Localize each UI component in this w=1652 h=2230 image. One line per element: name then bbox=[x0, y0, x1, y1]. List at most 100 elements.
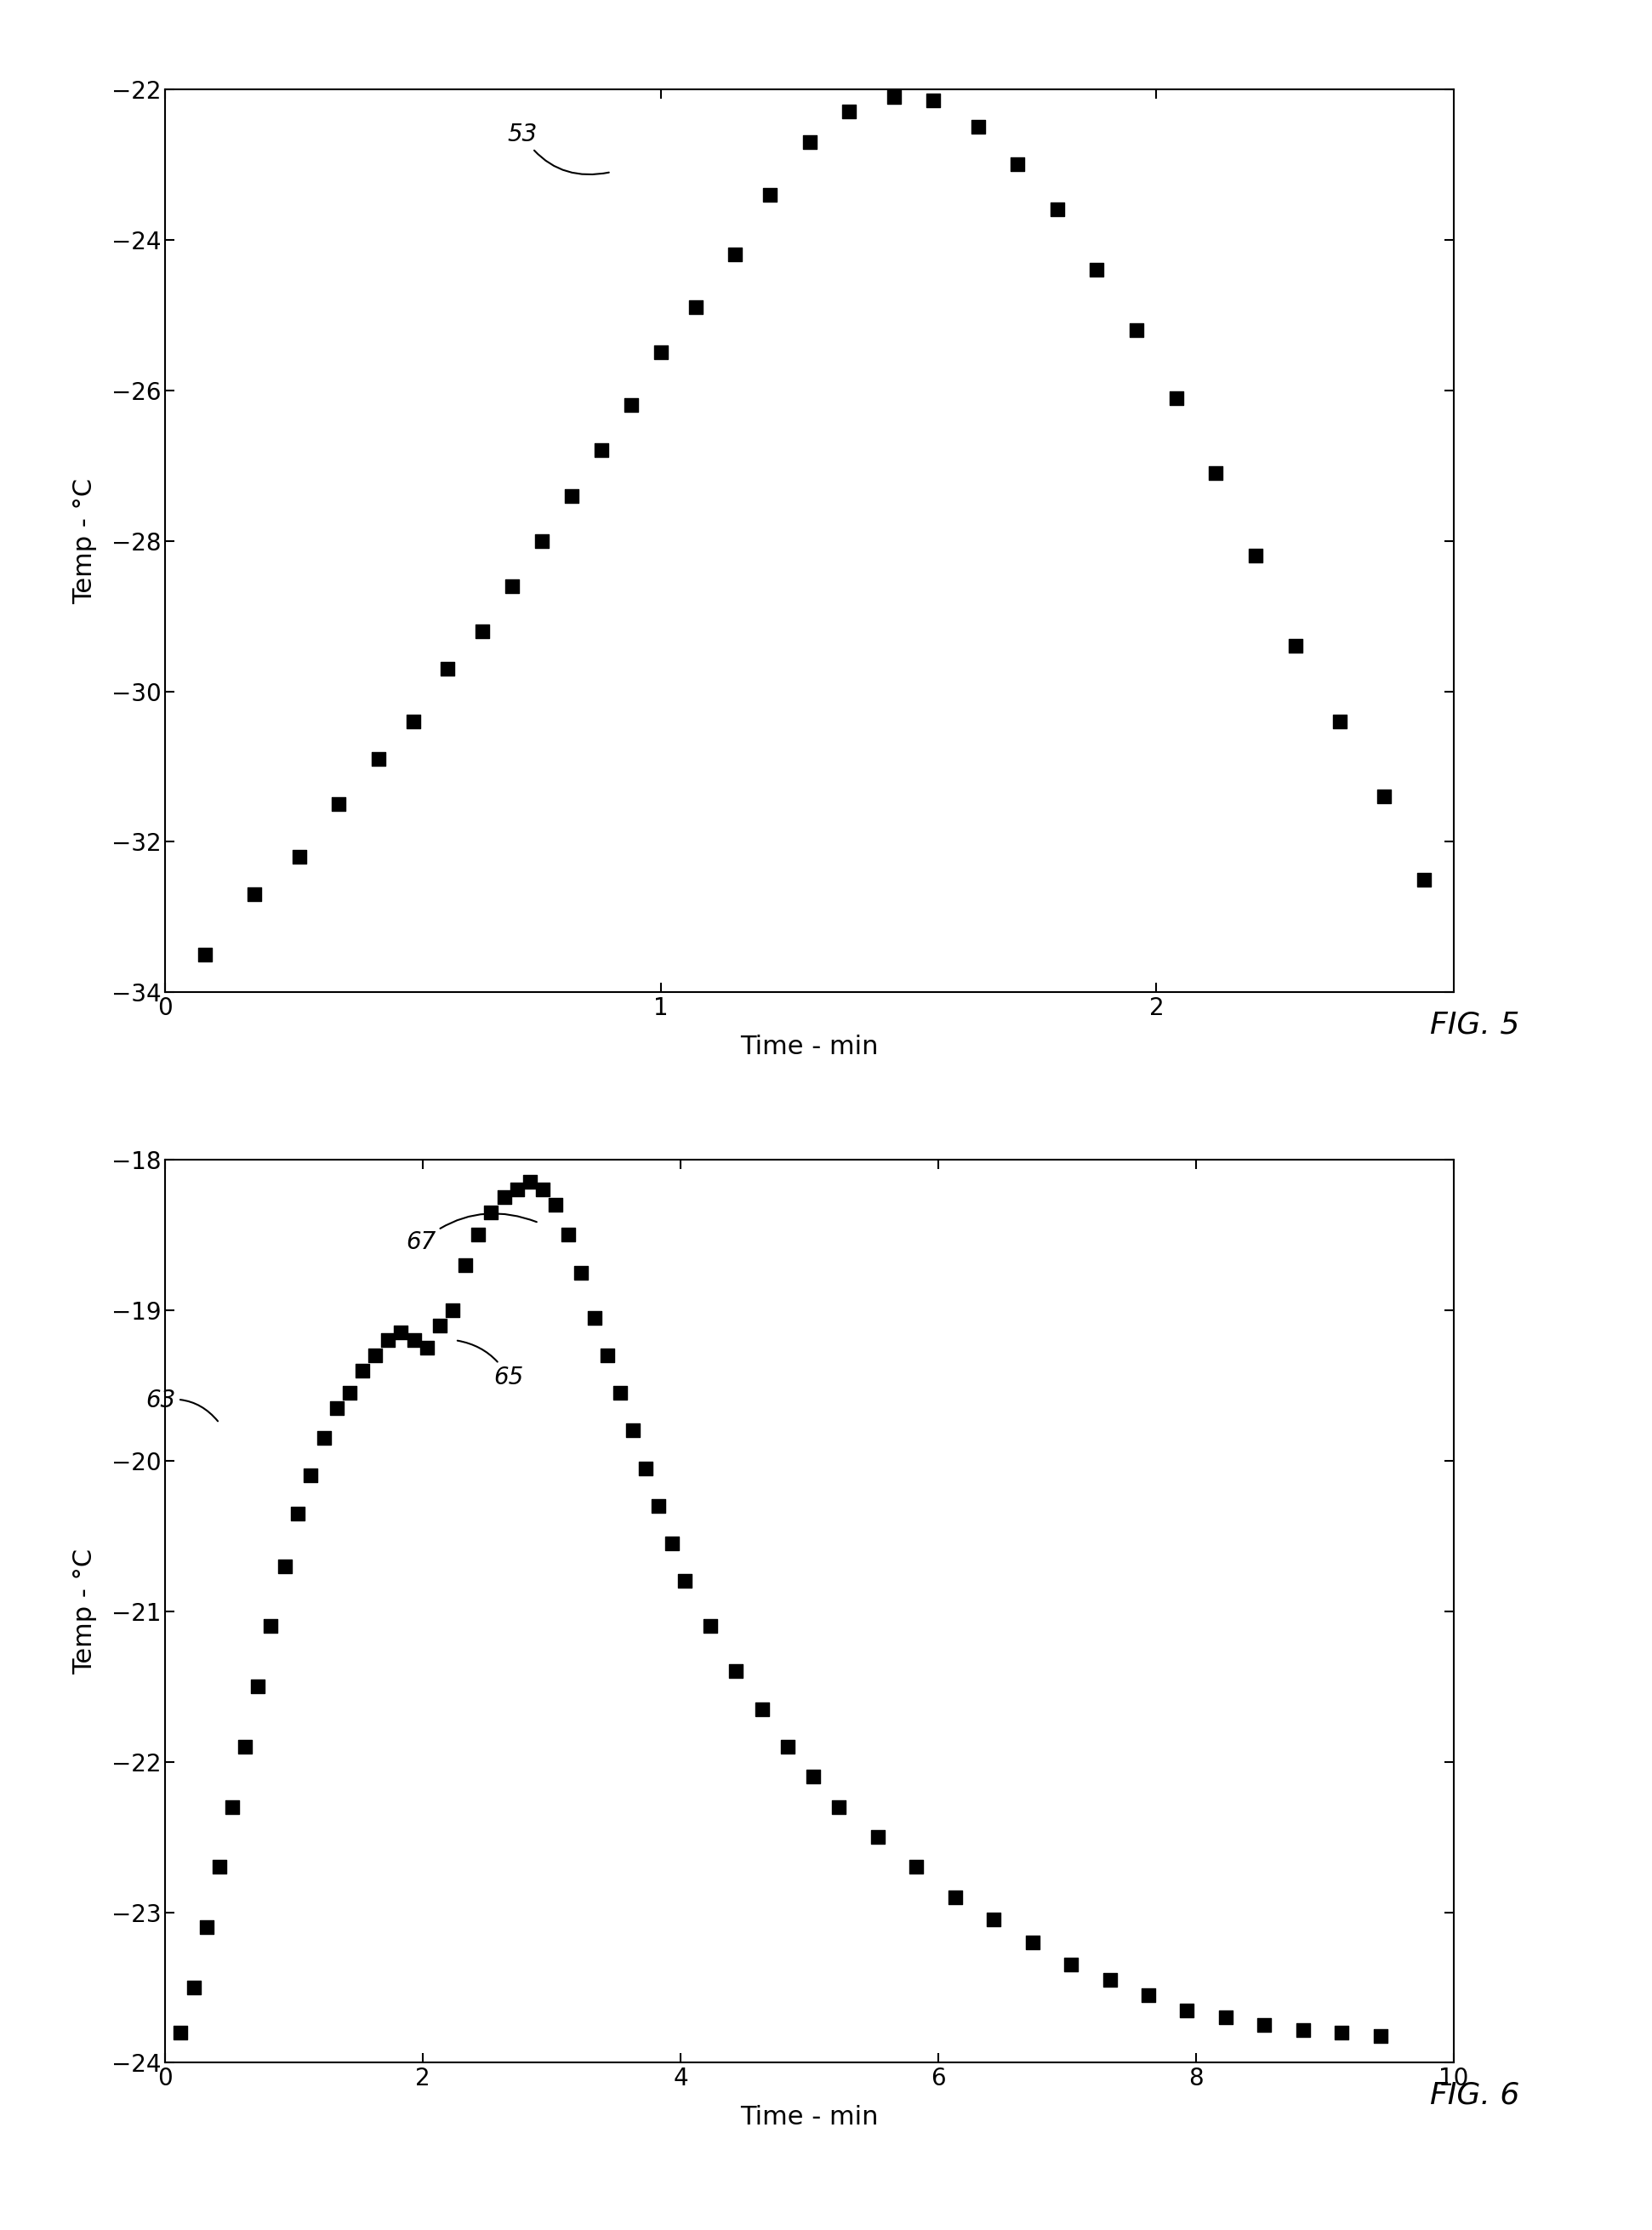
Point bbox=[606, 1376, 633, 1412]
Point bbox=[388, 1316, 415, 1351]
Point bbox=[757, 176, 783, 212]
Point bbox=[1371, 778, 1398, 814]
Point bbox=[400, 702, 426, 738]
Point bbox=[722, 236, 748, 272]
X-axis label: Time - min: Time - min bbox=[740, 1035, 879, 1059]
Point bbox=[555, 1218, 582, 1253]
Point bbox=[648, 334, 674, 370]
Point bbox=[1327, 702, 1353, 738]
Point bbox=[748, 1690, 775, 1726]
Point bbox=[682, 290, 709, 326]
Point bbox=[1411, 861, 1437, 896]
Text: 67: 67 bbox=[406, 1213, 537, 1253]
Point bbox=[800, 1759, 826, 1795]
Point bbox=[504, 1173, 530, 1209]
Point bbox=[1163, 379, 1189, 415]
Text: 53: 53 bbox=[507, 123, 610, 174]
Point bbox=[530, 1173, 557, 1209]
Point bbox=[864, 1820, 890, 1855]
Point bbox=[1242, 537, 1269, 573]
Point bbox=[1135, 1978, 1161, 2014]
Point bbox=[466, 1218, 492, 1253]
Point bbox=[1123, 312, 1150, 348]
Point bbox=[724, 1652, 750, 1690]
Point bbox=[193, 1909, 220, 1945]
Point bbox=[1097, 1962, 1123, 1998]
Text: 63: 63 bbox=[145, 1389, 218, 1421]
Point bbox=[920, 83, 947, 118]
Point bbox=[499, 569, 525, 604]
Point bbox=[542, 1186, 568, 1222]
Point bbox=[192, 937, 218, 972]
Point bbox=[1044, 192, 1070, 227]
Point bbox=[337, 1376, 363, 1412]
Text: FIG. 6: FIG. 6 bbox=[1431, 2081, 1520, 2110]
Point bbox=[180, 1969, 206, 2005]
Point bbox=[558, 477, 585, 513]
Point bbox=[1084, 252, 1110, 288]
Point bbox=[1175, 1991, 1201, 2027]
Point bbox=[453, 1247, 479, 1282]
Point bbox=[1290, 2011, 1317, 2047]
Point bbox=[284, 1496, 311, 1532]
Point bbox=[469, 613, 496, 649]
Point bbox=[826, 1788, 852, 1824]
Point bbox=[439, 1293, 466, 1329]
Point bbox=[904, 1849, 930, 1884]
Point bbox=[633, 1450, 659, 1485]
Point bbox=[671, 1563, 697, 1599]
Point bbox=[582, 1300, 608, 1336]
Point bbox=[1213, 2000, 1239, 2036]
Point bbox=[311, 1421, 337, 1456]
Point bbox=[568, 1255, 595, 1291]
Point bbox=[375, 1322, 401, 1358]
Point bbox=[273, 1548, 299, 1583]
Point bbox=[1019, 1924, 1046, 1960]
Point bbox=[244, 1668, 271, 1704]
Point bbox=[1057, 1947, 1084, 1982]
Point bbox=[595, 1338, 621, 1374]
Y-axis label: Temp - °C: Temp - °C bbox=[73, 1548, 97, 1675]
Point bbox=[618, 388, 644, 424]
Point bbox=[646, 1487, 672, 1523]
Point bbox=[942, 1880, 968, 1916]
Point bbox=[324, 1389, 350, 1425]
Y-axis label: Temp - °C: Temp - °C bbox=[73, 477, 97, 604]
Point bbox=[434, 651, 461, 687]
Point bbox=[775, 1728, 801, 1764]
Point bbox=[491, 1180, 517, 1215]
Text: FIG. 5: FIG. 5 bbox=[1431, 1010, 1520, 1039]
Point bbox=[965, 109, 991, 145]
Point bbox=[881, 78, 907, 114]
Point bbox=[365, 740, 392, 776]
Point bbox=[349, 1351, 375, 1387]
Point bbox=[426, 1307, 453, 1342]
Point bbox=[1251, 2007, 1277, 2043]
Point bbox=[796, 125, 823, 161]
Point bbox=[1282, 629, 1308, 665]
Point bbox=[413, 1329, 439, 1365]
Point bbox=[1004, 147, 1031, 183]
Point bbox=[286, 838, 312, 874]
Point bbox=[477, 1195, 504, 1231]
Point bbox=[206, 1849, 233, 1884]
Point bbox=[401, 1322, 428, 1358]
Point bbox=[241, 876, 268, 912]
Point bbox=[258, 1608, 284, 1644]
Point bbox=[1328, 2016, 1355, 2052]
Point bbox=[529, 522, 555, 558]
Point bbox=[220, 1788, 246, 1824]
Point bbox=[620, 1414, 646, 1450]
Point bbox=[659, 1525, 686, 1561]
Point bbox=[297, 1458, 324, 1494]
Point bbox=[231, 1728, 258, 1764]
Point bbox=[1368, 2018, 1394, 2054]
Point bbox=[588, 433, 615, 468]
Text: 65: 65 bbox=[458, 1340, 524, 1389]
Point bbox=[981, 1902, 1008, 1938]
Point bbox=[362, 1338, 388, 1374]
Point bbox=[325, 787, 352, 823]
Point bbox=[167, 2016, 193, 2052]
Point bbox=[517, 1164, 544, 1200]
Point bbox=[1203, 455, 1229, 491]
